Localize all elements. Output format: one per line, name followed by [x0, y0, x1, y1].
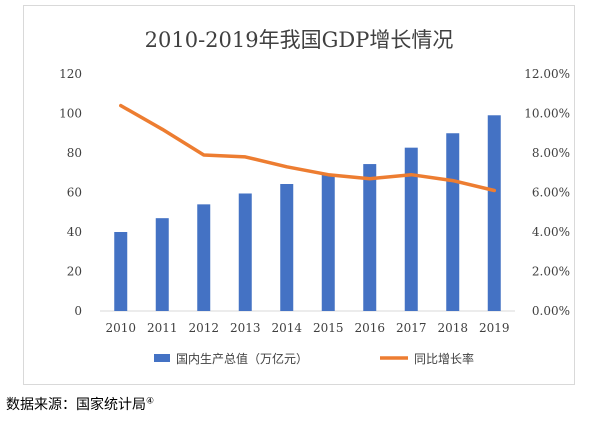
chart-frame: [23, 5, 575, 385]
right-axis: 0.00% 2.00% 4.00% 6.00% 8.00% 10.00% 12.00%: [524, 67, 570, 318]
growth-point: [119, 104, 123, 108]
left-tick-label: 0: [74, 304, 82, 318]
right-tick-label: 12.00%: [524, 67, 570, 81]
x-tick-label: 2019: [479, 321, 510, 335]
right-tick-label: 10.00%: [524, 107, 570, 121]
legend: 国内生产总值（万亿元） 同比增长率: [154, 351, 474, 366]
growth-point: [451, 179, 455, 183]
x-tick-label: 2011: [147, 321, 178, 335]
x-tick-label: 2015: [313, 321, 344, 335]
growth-point: [160, 127, 164, 131]
gdp-bar: [238, 193, 252, 311]
growth-line: [119, 103, 497, 193]
x-tick-label: 2017: [396, 321, 427, 335]
right-tick-label: 6.00%: [532, 186, 570, 200]
legend-label-growth: 同比增长率: [414, 351, 474, 366]
legend-swatch-gdp: [154, 354, 170, 362]
source-note: 数据来源：国家统计局④: [6, 394, 154, 414]
footnote-mark: ④: [146, 396, 155, 407]
growth-point: [326, 173, 330, 177]
gdp-bar: [321, 174, 335, 311]
x-tick-label: 2012: [188, 321, 219, 335]
gdp-bars: [114, 115, 501, 311]
growth-point: [285, 165, 289, 169]
gdp-bar: [197, 204, 211, 311]
left-tick-label: 120: [59, 67, 82, 81]
x-tick-label: 2014: [271, 321, 302, 335]
growth-line-path: [119, 103, 497, 193]
left-axis: 0 20 40 60 80 100 120: [59, 67, 82, 318]
growth-point: [409, 173, 413, 177]
gdp-bar: [446, 133, 460, 311]
right-tick-label: 2.00%: [532, 265, 570, 279]
growth-point: [368, 177, 372, 181]
growth-point: [202, 153, 206, 157]
gdp-bar: [363, 164, 377, 311]
left-tick-label: 40: [67, 225, 82, 239]
gdp-bar: [155, 218, 169, 311]
legend-label-gdp: 国内生产总值（万亿元）: [176, 351, 308, 366]
growth-point: [492, 189, 496, 193]
left-tick-label: 80: [67, 146, 82, 160]
gdp-bar: [280, 184, 294, 311]
right-tick-label: 8.00%: [532, 146, 570, 160]
left-tick-label: 20: [67, 265, 82, 279]
gdp-bar: [114, 232, 128, 311]
x-tick-label: 2016: [354, 321, 385, 335]
right-tick-label: 4.00%: [532, 225, 570, 239]
left-tick-label: 100: [59, 107, 82, 121]
x-tick-label: 2010: [105, 321, 136, 335]
growth-point: [243, 155, 247, 159]
x-tick-label: 2013: [230, 321, 261, 335]
gdp-bar: [487, 115, 501, 311]
left-tick-label: 60: [67, 186, 82, 200]
source-label: 数据来源：国家统计局: [6, 397, 146, 413]
right-tick-label: 0.00%: [532, 304, 570, 318]
x-axis: 2010 2011 2012 2013 2014 2015 2016 2017 2018 2019: [105, 321, 509, 335]
x-tick-label: 2018: [437, 321, 468, 335]
gdp-bar: [404, 147, 418, 311]
chart-title: 2010-2019年我国GDP增长情况: [145, 28, 454, 52]
